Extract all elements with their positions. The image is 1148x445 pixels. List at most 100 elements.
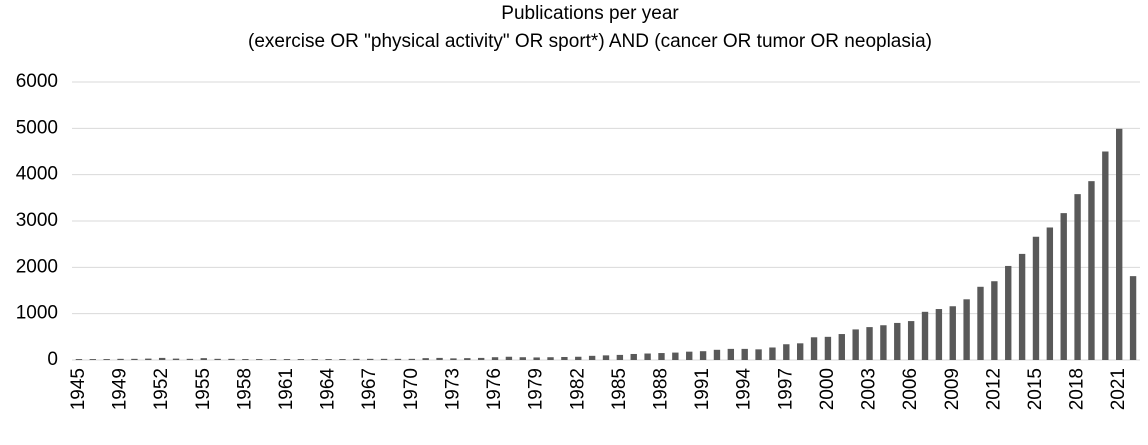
y-tick-label: 1000 (16, 303, 58, 324)
bar (519, 357, 526, 360)
bar (214, 358, 221, 360)
x-tick-label: 1952 (151, 368, 172, 410)
bar (575, 356, 582, 360)
bar (228, 358, 235, 360)
x-tick-label: 1991 (692, 368, 713, 410)
bar (561, 356, 568, 360)
x-tick-label: 1982 (567, 368, 588, 410)
bar (977, 286, 984, 360)
chart-subtitle: (exercise OR "physical activity" OR spor… (248, 31, 932, 52)
x-tick-label: 2006 (900, 368, 921, 410)
x-tick-label: 1970 (401, 368, 422, 410)
x-tick-label: 2003 (859, 368, 880, 410)
x-tick-label: 1955 (193, 368, 214, 410)
bar (630, 353, 637, 360)
bar (783, 344, 790, 360)
bar (422, 358, 429, 360)
bar (616, 354, 624, 360)
bar (588, 355, 596, 360)
bar (852, 329, 859, 360)
bar (325, 359, 332, 360)
bar (533, 357, 540, 360)
bar (256, 359, 263, 360)
bar (824, 336, 832, 360)
bar (1129, 276, 1137, 360)
bar (907, 321, 915, 360)
bar (1060, 213, 1067, 360)
bar (1018, 253, 1026, 360)
bar (103, 359, 110, 360)
bar (963, 299, 970, 360)
bar (602, 355, 610, 360)
bar (311, 359, 318, 360)
y-tick-label: 4000 (16, 164, 58, 185)
bar (796, 343, 804, 360)
x-tick-label: 1988 (650, 368, 671, 410)
x-tick-label: 1997 (775, 368, 796, 410)
bar (921, 311, 929, 360)
bar (755, 349, 762, 360)
bar (367, 358, 374, 360)
bar (89, 359, 96, 360)
x-tick-label: 1967 (359, 368, 380, 410)
bar (269, 359, 277, 360)
x-tick-label: 2009 (942, 368, 963, 410)
bar (727, 348, 735, 360)
x-tick-label: 2000 (817, 368, 838, 410)
y-tick-label: 0 (47, 349, 58, 370)
bar (644, 353, 651, 360)
x-tick-label: 1979 (526, 368, 547, 410)
x-tick-label: 1994 (734, 368, 755, 411)
bar (713, 349, 721, 360)
bar (810, 337, 818, 360)
bar (894, 322, 901, 360)
bar (1116, 128, 1123, 360)
x-tick-label: 1961 (276, 368, 297, 410)
bar (672, 352, 679, 360)
bar (353, 358, 360, 360)
bar (949, 306, 956, 360)
x-tick-label: 1964 (318, 368, 339, 411)
bar (686, 351, 693, 360)
bar (838, 334, 845, 360)
bar (131, 358, 138, 360)
bar (297, 359, 305, 360)
x-tick-label: 2021 (1108, 368, 1129, 410)
bar (491, 357, 499, 360)
bar (769, 347, 776, 360)
bar (699, 351, 707, 360)
y-tick-label: 5000 (16, 117, 58, 138)
bar (186, 358, 194, 360)
bar (991, 281, 998, 360)
bar (1102, 151, 1109, 360)
bar (1074, 194, 1081, 360)
bar (464, 358, 471, 360)
bar (339, 359, 346, 360)
x-tick-label: 1958 (234, 368, 255, 410)
bar (477, 357, 485, 360)
bar (1046, 227, 1054, 360)
bar (283, 359, 291, 360)
bar (117, 358, 124, 360)
bar (1088, 181, 1095, 360)
bar (547, 357, 554, 360)
bar (172, 358, 180, 360)
bar (450, 358, 457, 360)
bar (866, 327, 873, 360)
bar (242, 359, 249, 360)
bar (436, 357, 443, 360)
y-tick-label: 3000 (16, 210, 58, 231)
x-tick-label: 2012 (983, 368, 1004, 410)
bar (658, 353, 665, 360)
y-tick-label: 6000 (16, 71, 58, 92)
x-tick-label: 2015 (1025, 368, 1046, 410)
bar (880, 325, 887, 360)
bar (408, 358, 416, 360)
bar (75, 359, 83, 360)
bar (1032, 236, 1040, 360)
x-tick-label: 2018 (1067, 368, 1088, 410)
x-tick-label: 1949 (110, 368, 131, 410)
chart-title: Publications per year (501, 3, 679, 24)
x-tick-label: 1973 (442, 368, 463, 410)
